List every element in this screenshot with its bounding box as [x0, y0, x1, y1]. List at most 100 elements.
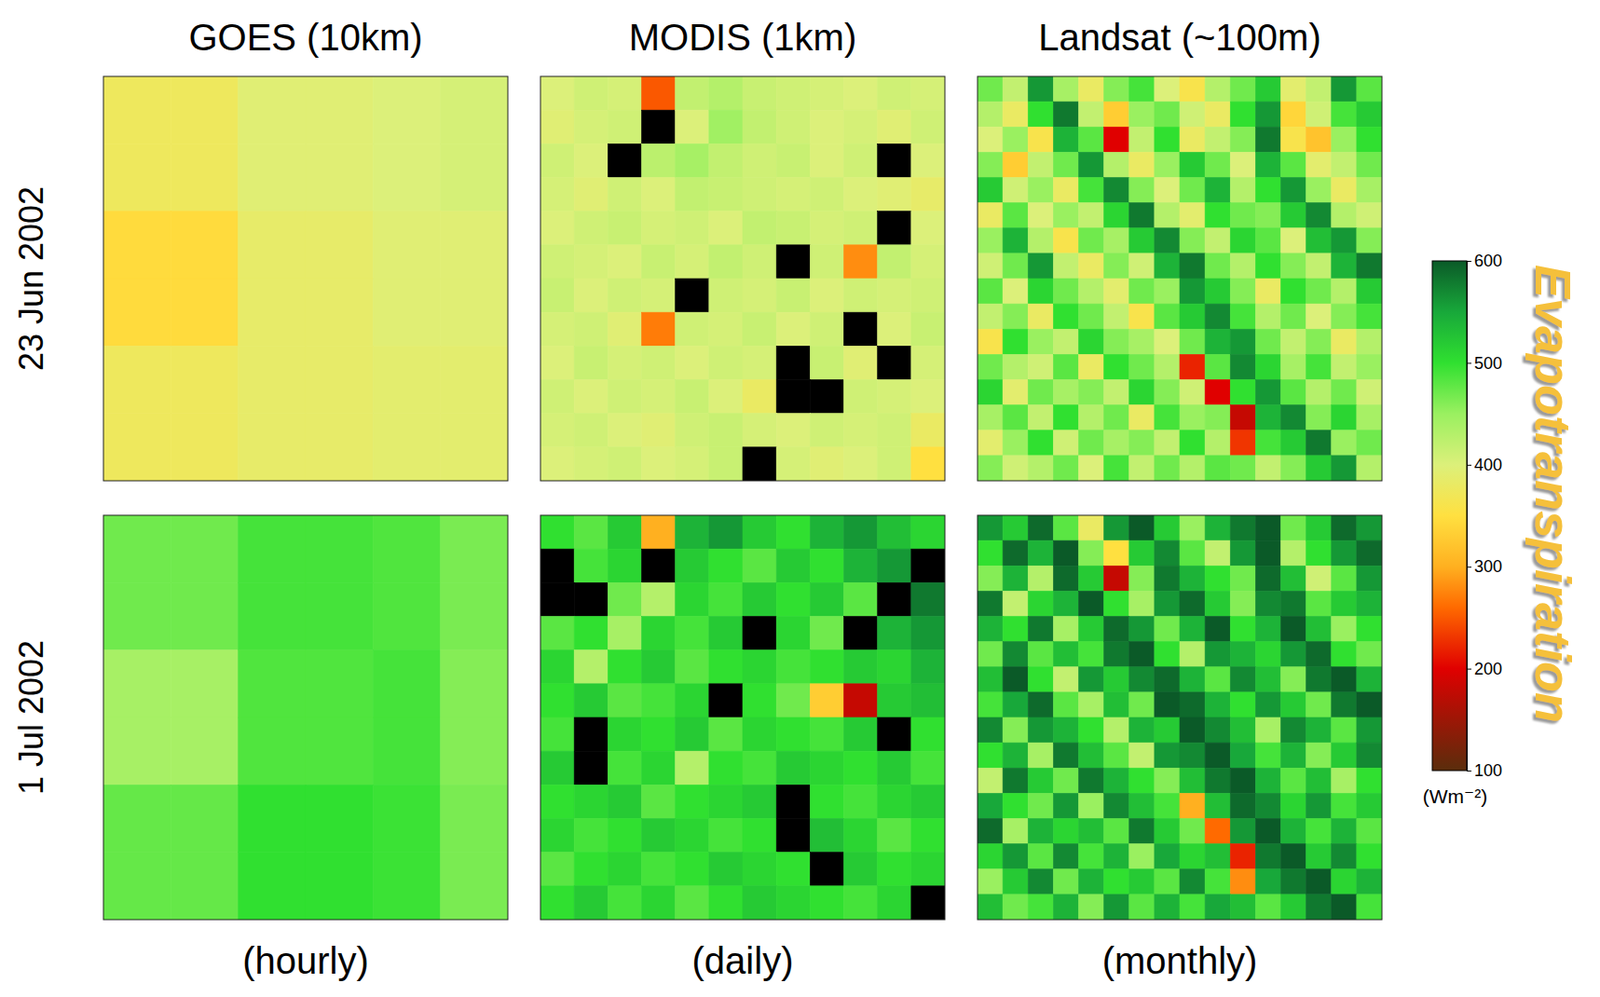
cell: [305, 717, 373, 785]
tick-mark: [1466, 770, 1472, 772]
cell: [1027, 177, 1053, 204]
cell: [911, 650, 945, 684]
cell: [1154, 278, 1180, 304]
cell: [540, 380, 575, 414]
cell: [1154, 844, 1180, 870]
cell: [1079, 228, 1105, 254]
cell: [844, 751, 878, 785]
cell: [977, 767, 1003, 794]
cell: [540, 886, 575, 920]
cell: [1356, 430, 1382, 456]
cell: [1129, 76, 1155, 102]
cell: [1052, 540, 1079, 566]
cell: [1052, 228, 1079, 254]
row-label: 23 Jun 2002: [12, 186, 51, 371]
cell: [1104, 540, 1130, 566]
cell: [607, 548, 642, 583]
cell: [1255, 380, 1281, 406]
cell: [607, 751, 642, 785]
cell: [1204, 742, 1231, 768]
cell: [1204, 767, 1231, 794]
cell: [1356, 515, 1382, 541]
cell: [1104, 692, 1130, 718]
cell: [1104, 793, 1130, 819]
cells: [103, 76, 508, 481]
cell: [1356, 253, 1382, 279]
cell: [709, 177, 743, 212]
cell: [1154, 303, 1180, 329]
cell: [742, 650, 777, 684]
cell: [574, 345, 608, 380]
tick-mark: [1466, 464, 1472, 466]
cell: [776, 819, 810, 853]
cell: [675, 784, 710, 819]
cell: [1129, 405, 1155, 431]
cell: [911, 245, 945, 279]
cell: [1052, 278, 1079, 304]
cell: [877, 852, 912, 887]
cell: [1356, 692, 1382, 718]
cell: [911, 380, 945, 414]
cell: [1281, 793, 1307, 819]
cell: [1306, 278, 1332, 304]
cell: [1255, 540, 1281, 566]
cell: [642, 852, 676, 887]
cell: [1179, 278, 1205, 304]
cell: [709, 616, 743, 651]
cell: [305, 784, 373, 852]
cell: [440, 413, 508, 481]
cell: [1154, 767, 1180, 794]
tick-label: 200: [1474, 659, 1503, 679]
cells: [977, 76, 1382, 481]
cell: [305, 515, 373, 583]
cell: [1331, 667, 1357, 693]
cell: [1002, 151, 1028, 178]
cell: [1052, 717, 1079, 743]
cell: [675, 312, 710, 346]
cell: [540, 211, 575, 246]
cell: [776, 650, 810, 684]
cell: [742, 143, 777, 178]
cell: [844, 650, 878, 684]
panel: [540, 76, 945, 481]
cell: [642, 447, 676, 481]
cell: [1255, 177, 1281, 204]
cell: [844, 852, 878, 887]
cell: [809, 784, 844, 819]
tick-mark: [1466, 260, 1472, 262]
cell: [642, 582, 676, 616]
cell: [1129, 742, 1155, 768]
cell: [642, 211, 676, 246]
cell: [540, 345, 575, 380]
cell: [844, 177, 878, 212]
cell: [1331, 328, 1357, 355]
cell: [1079, 380, 1105, 406]
cell: [103, 143, 171, 211]
cell: [1179, 515, 1205, 541]
axis-line: [1467, 261, 1473, 772]
cell: [1179, 151, 1205, 178]
cell: [1306, 515, 1332, 541]
cell: [709, 852, 743, 887]
cell: [170, 515, 238, 583]
cell: [607, 717, 642, 752]
cell: [607, 177, 642, 212]
cell: [742, 76, 777, 110]
cell: [1356, 354, 1382, 380]
cell: [1255, 565, 1281, 591]
cell: [1306, 844, 1332, 870]
cell: [1281, 253, 1307, 279]
cell: [1255, 278, 1281, 304]
cell: [1079, 869, 1105, 895]
cell: [1129, 767, 1155, 794]
cell: [1079, 844, 1105, 870]
cell: [709, 278, 743, 313]
cell: [844, 548, 878, 583]
cell: [675, 413, 710, 448]
cell: [1154, 642, 1180, 668]
cell: [1306, 228, 1332, 254]
column-title: MODIS (1km): [629, 16, 857, 58]
cell: [1002, 76, 1028, 102]
cell: [440, 852, 508, 920]
cell: [1179, 692, 1205, 718]
